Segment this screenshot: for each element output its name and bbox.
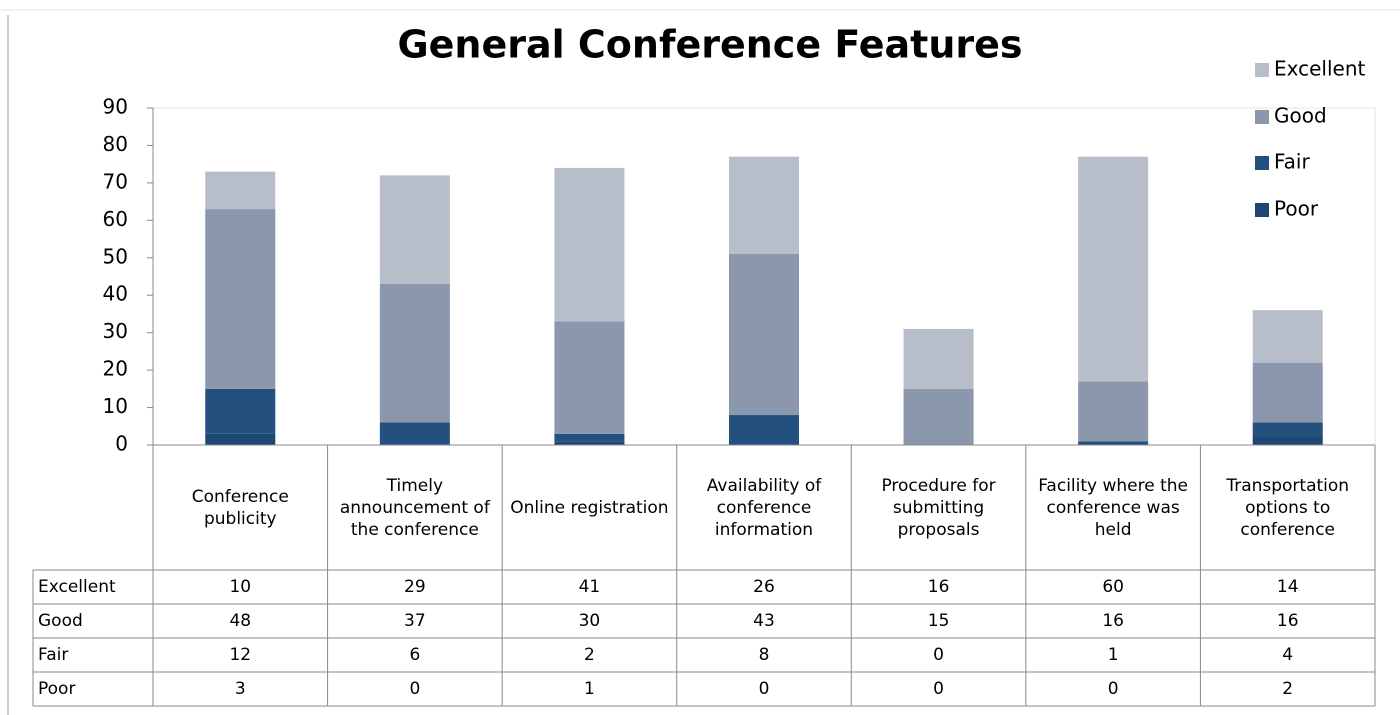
y-tick-label: 70 xyxy=(103,169,128,193)
table-value: 30 xyxy=(579,611,601,631)
table-value: 8 xyxy=(759,645,770,665)
category-label: Timely announcement of the conference xyxy=(339,475,490,540)
table-value: 37 xyxy=(404,611,426,631)
y-tick-label: 30 xyxy=(103,319,128,343)
table-value: 48 xyxy=(229,611,251,631)
legend-swatch xyxy=(1255,110,1269,124)
row-label: Excellent xyxy=(38,577,116,597)
bar-segment xyxy=(554,321,625,434)
category-label: Availability of conference information xyxy=(706,475,822,540)
category-label: Transportation options to conference xyxy=(1226,475,1350,540)
row-label: Poor xyxy=(38,679,75,699)
table-value: 0 xyxy=(409,679,420,699)
y-tick-label: 80 xyxy=(103,132,128,156)
bar-segment xyxy=(205,209,276,389)
table-value: 1 xyxy=(584,679,595,699)
bar-segment xyxy=(729,254,799,416)
bar-segment xyxy=(379,175,450,284)
bar-segment xyxy=(205,171,276,210)
table-value: 1 xyxy=(1108,645,1119,665)
bar-segment xyxy=(1078,441,1149,445)
table-value: 26 xyxy=(753,577,775,597)
table-value: 3 xyxy=(235,679,246,699)
bar-segment xyxy=(205,388,276,434)
table-value: 60 xyxy=(1102,577,1124,597)
y-tick-label: 40 xyxy=(103,282,128,306)
bar-segment xyxy=(379,422,450,445)
table-value: 14 xyxy=(1277,577,1299,597)
table-value: 2 xyxy=(1282,679,1293,699)
table-value: 6 xyxy=(409,645,420,665)
table-value: 4 xyxy=(1282,645,1293,665)
table-value: 0 xyxy=(933,645,944,665)
table-value: 15 xyxy=(928,611,950,631)
bar-segment xyxy=(1252,362,1323,423)
y-tick-label: 0 xyxy=(115,432,128,456)
table-value: 2 xyxy=(584,645,595,665)
bar-segment xyxy=(1252,437,1323,445)
row-label: Good xyxy=(38,611,83,631)
table-value: 16 xyxy=(1277,611,1299,631)
table-value: 0 xyxy=(933,679,944,699)
table-value: 43 xyxy=(753,611,775,631)
legend-swatch xyxy=(1255,63,1269,77)
bar-segment xyxy=(554,441,625,445)
category-label: Procedure for submitting proposals xyxy=(881,475,996,540)
bar-segment xyxy=(903,328,974,389)
legend-label: Good xyxy=(1274,104,1327,128)
legend-label: Poor xyxy=(1274,197,1319,221)
legend-label: Excellent xyxy=(1274,57,1366,81)
bar-segment xyxy=(729,156,799,255)
bar-segment xyxy=(205,433,276,445)
table-value: 29 xyxy=(404,577,426,597)
y-tick-label: 60 xyxy=(103,207,128,231)
table-value: 10 xyxy=(229,577,251,597)
y-tick-label: 50 xyxy=(103,244,128,268)
bar-segment xyxy=(1078,156,1149,382)
legend-label: Fair xyxy=(1274,150,1310,174)
bar-segment xyxy=(554,433,625,442)
bar-segment xyxy=(729,415,799,445)
bar-segment xyxy=(379,283,450,423)
category-label: Conference publicity xyxy=(191,486,289,529)
y-tick-label: 10 xyxy=(103,394,128,418)
table-value: 16 xyxy=(1102,611,1124,631)
y-tick-label: 20 xyxy=(103,357,128,381)
y-tick-label: 90 xyxy=(103,95,128,119)
legend-swatch xyxy=(1255,203,1269,217)
bar-segment xyxy=(554,167,625,322)
table-value: 16 xyxy=(928,577,950,597)
bar-segment xyxy=(903,388,974,445)
legend-swatch xyxy=(1255,156,1269,170)
category-label: Online registration xyxy=(510,497,669,518)
table-value: 0 xyxy=(759,679,770,699)
bar-segment xyxy=(1078,381,1149,442)
bar-segment xyxy=(1252,310,1323,363)
table-value: 0 xyxy=(1108,679,1119,699)
table-value: 41 xyxy=(579,577,601,597)
bar-segment xyxy=(1252,422,1323,438)
table-value: 12 xyxy=(229,645,251,665)
chart-title: General Conference Features xyxy=(397,23,1022,67)
row-label: Fair xyxy=(38,645,68,665)
category-label: Facility where the conference was held xyxy=(1038,475,1189,540)
